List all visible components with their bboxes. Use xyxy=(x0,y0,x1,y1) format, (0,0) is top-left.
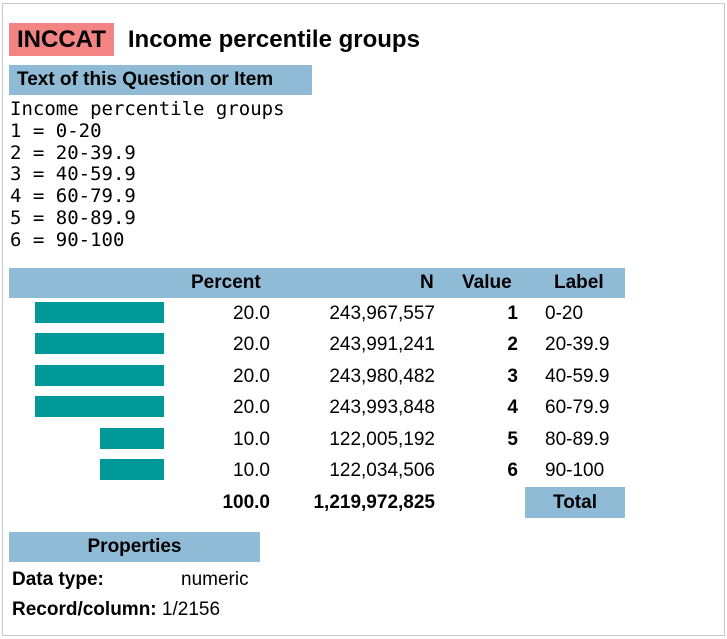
data-type-property: Data type: xyxy=(12,568,104,592)
value-cell: 2 xyxy=(507,334,518,356)
question-line: 6 = 90-100 xyxy=(10,228,125,251)
table-row: 10.0 122,005,192 5 80-89.9 xyxy=(0,424,727,455)
total-label: Total xyxy=(525,487,625,518)
data-type-label: Data type: xyxy=(12,569,104,590)
label-cell: 40-59.9 xyxy=(545,365,610,387)
table-row: 20.0 243,993,848 4 60-79.9 xyxy=(0,392,727,423)
value-column-header: Value xyxy=(462,272,512,293)
value-cell: 1 xyxy=(507,303,518,324)
question-line: 5 = 80-89.9 xyxy=(10,206,136,229)
n-cell: 122,034,506 xyxy=(329,460,435,481)
frequency-table-header: Percent N Value Label xyxy=(9,268,625,298)
total-n: 1,219,972,825 xyxy=(313,492,435,513)
percent-bar xyxy=(99,427,164,449)
n-cell: 243,967,557 xyxy=(329,303,435,324)
percent-cell: 20.0 xyxy=(233,334,270,356)
percent-bar xyxy=(35,333,164,355)
variable-description: Income percentile groups xyxy=(127,26,420,53)
question-line: 4 = 60-79.9 xyxy=(10,185,136,208)
question-line: 3 = 40-59.9 xyxy=(10,163,136,186)
question-text: Income percentile groups 1 = 0-20 2 = 20… xyxy=(10,98,285,252)
percent-cell: 10.0 xyxy=(233,460,270,481)
total-percent: 100.0 xyxy=(222,492,270,513)
value-cell: 4 xyxy=(507,397,518,419)
variable-title: INCCAT Income percentile groups xyxy=(9,23,420,56)
label-cell: 0-20 xyxy=(545,303,584,324)
percent-bar xyxy=(35,396,164,418)
percent-column-header: Percent xyxy=(191,272,261,293)
record-column-label: Record/column: xyxy=(12,599,157,620)
value-cell: 3 xyxy=(507,365,518,387)
table-row: 20.0 243,967,557 1 0-20 xyxy=(0,298,727,329)
percent-cell: 20.0 xyxy=(233,397,270,419)
value-cell: 5 xyxy=(507,428,518,450)
properties-heading: Properties xyxy=(9,532,260,562)
variable-name-badge: INCCAT xyxy=(9,23,114,56)
label-column-header: Label xyxy=(554,272,604,293)
question-line: Income percentile groups xyxy=(10,98,285,120)
n-cell: 122,005,192 xyxy=(329,428,435,450)
table-row: 20.0 243,980,482 3 40-59.9 xyxy=(0,361,727,392)
data-type-value: numeric xyxy=(181,569,249,590)
n-column-header: N xyxy=(420,272,434,293)
table-row: 20.0 243,991,241 2 20-39.9 xyxy=(0,329,727,360)
question-line: 2 = 20-39.9 xyxy=(10,141,136,164)
n-cell: 243,991,241 xyxy=(329,334,435,356)
record-column-value: 1/2156 xyxy=(161,599,221,620)
question-text-heading: Text of this Question or Item xyxy=(9,65,312,95)
value-cell: 6 xyxy=(507,460,518,481)
percent-cell: 20.0 xyxy=(233,365,270,387)
percent-cell: 10.0 xyxy=(233,428,270,450)
n-cell: 243,980,482 xyxy=(329,365,435,387)
codebook-panel xyxy=(2,3,725,636)
label-cell: 80-89.9 xyxy=(545,428,610,450)
percent-bar xyxy=(35,302,164,323)
percent-bar xyxy=(99,459,164,480)
record-column-property: Record/column: 1/2156 xyxy=(12,598,220,622)
label-cell: 20-39.9 xyxy=(545,334,610,356)
n-cell: 243,993,848 xyxy=(329,397,435,419)
table-row: 10.0 122,034,506 6 90-100 xyxy=(0,455,727,486)
question-line: 1 = 0-20 xyxy=(10,119,102,142)
totals-row: 100.0 1,219,972,825 Total xyxy=(0,486,727,519)
label-cell: 60-79.9 xyxy=(545,397,610,419)
label-cell: 90-100 xyxy=(545,460,605,481)
percent-bar xyxy=(35,364,164,386)
percent-cell: 20.0 xyxy=(233,303,270,324)
